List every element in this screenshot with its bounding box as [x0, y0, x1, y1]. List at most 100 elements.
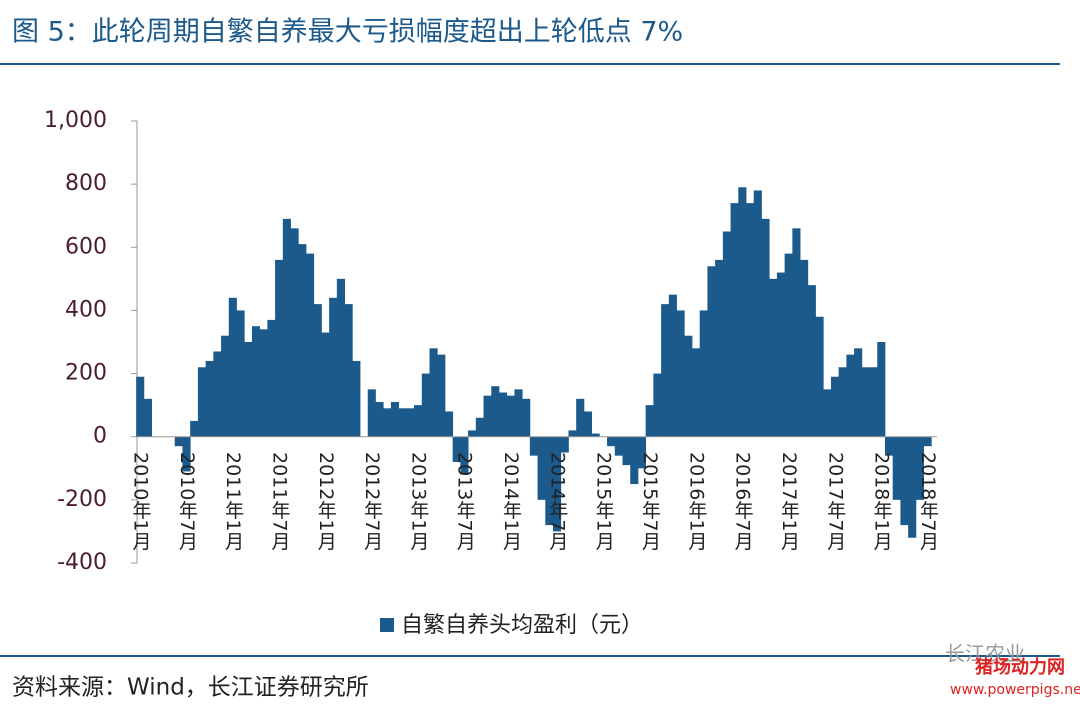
bar	[475, 417, 484, 437]
bar	[398, 408, 407, 437]
bar	[869, 367, 878, 437]
bar	[661, 304, 670, 437]
bar	[815, 316, 824, 437]
bar	[383, 408, 392, 437]
bar	[823, 389, 832, 437]
bar	[707, 266, 716, 437]
bar	[884, 436, 894, 456]
bar	[228, 297, 237, 437]
y-tick-label: 600	[65, 234, 107, 259]
bar	[645, 405, 654, 437]
bar	[213, 351, 222, 437]
y-tick-label: 1,000	[44, 108, 107, 133]
bar	[329, 297, 338, 437]
bar	[491, 386, 500, 437]
bar	[668, 294, 677, 437]
bar	[468, 430, 477, 437]
bar	[607, 436, 616, 447]
bar	[529, 436, 538, 456]
x-tick-label: 2012年7月	[361, 452, 383, 550]
legend-label: 自繁自养头均盈利（元）	[401, 613, 643, 638]
bar	[591, 433, 600, 437]
x-tick-label: 2014年7月	[546, 452, 568, 550]
x-tick-label: 2010年7月	[176, 452, 198, 550]
bar	[699, 310, 708, 437]
bar	[800, 259, 809, 437]
bar	[197, 367, 207, 437]
bar	[483, 395, 492, 437]
bar	[877, 342, 886, 437]
bar	[298, 244, 307, 437]
bar	[614, 436, 623, 456]
bar	[282, 218, 291, 437]
bar	[792, 228, 801, 437]
bar	[522, 398, 531, 437]
bar	[174, 436, 183, 447]
x-tick-label: 2013年1月	[407, 452, 429, 550]
bar	[251, 326, 261, 437]
x-tick-label: 2011年7月	[268, 452, 290, 550]
bar	[267, 319, 276, 437]
x-tick-label: 2017年7月	[824, 452, 846, 550]
bar	[892, 436, 901, 500]
bar	[498, 392, 508, 437]
x-tick-label: 2011年1月	[222, 452, 244, 550]
bar	[390, 401, 400, 437]
bar	[506, 395, 515, 437]
bar	[375, 401, 384, 437]
bar	[444, 411, 454, 437]
bar	[568, 430, 577, 437]
x-tick-label: 2013年7月	[454, 452, 476, 550]
bar	[236, 310, 245, 437]
watermark: www.powerpigs.net	[950, 682, 1080, 698]
bar	[691, 348, 701, 437]
bar	[653, 373, 662, 437]
bar	[553, 436, 562, 532]
bar	[313, 304, 322, 437]
bar	[367, 389, 376, 437]
bar	[676, 310, 685, 437]
bar	[452, 436, 461, 462]
bar	[861, 367, 870, 437]
chart-title: 图 5：此轮周期自繁自养最大亏损幅度超出上轮低点 7%	[12, 17, 683, 48]
bar	[807, 285, 816, 437]
bar	[290, 228, 299, 437]
bar	[915, 436, 924, 500]
y-tick-label: 800	[65, 171, 107, 196]
bar	[244, 342, 253, 437]
x-tick-label: 2015年1月	[593, 452, 615, 550]
x-tick-label: 2016年7月	[732, 452, 754, 550]
bar	[352, 360, 361, 437]
y-tick-label: 400	[65, 297, 107, 322]
bar	[414, 405, 423, 437]
bar	[622, 436, 631, 466]
watermark: 猪场动力网	[974, 656, 1065, 678]
bar	[336, 278, 345, 437]
bar	[321, 332, 330, 437]
bar	[143, 398, 152, 437]
bar	[923, 436, 932, 447]
bar	[205, 360, 214, 437]
bar	[769, 278, 778, 437]
y-tick-label: 200	[65, 361, 107, 386]
bar	[429, 348, 438, 437]
bar	[537, 436, 546, 500]
legend-swatch	[380, 618, 394, 632]
watermark: 长江农业	[945, 642, 1025, 666]
bar	[630, 436, 639, 485]
bar	[637, 436, 647, 469]
x-tick-label: 2014年1月	[500, 452, 522, 550]
bar	[846, 354, 855, 437]
bar	[460, 436, 469, 475]
bar	[406, 408, 415, 437]
bar	[221, 335, 230, 437]
bar	[182, 436, 191, 472]
bar	[136, 376, 145, 437]
bar	[830, 376, 840, 437]
bar	[761, 218, 770, 437]
x-tick-label: 2018年1月	[871, 452, 893, 550]
bar	[900, 436, 909, 526]
x-tick-label: 2015年7月	[639, 452, 661, 550]
bar	[738, 187, 747, 437]
